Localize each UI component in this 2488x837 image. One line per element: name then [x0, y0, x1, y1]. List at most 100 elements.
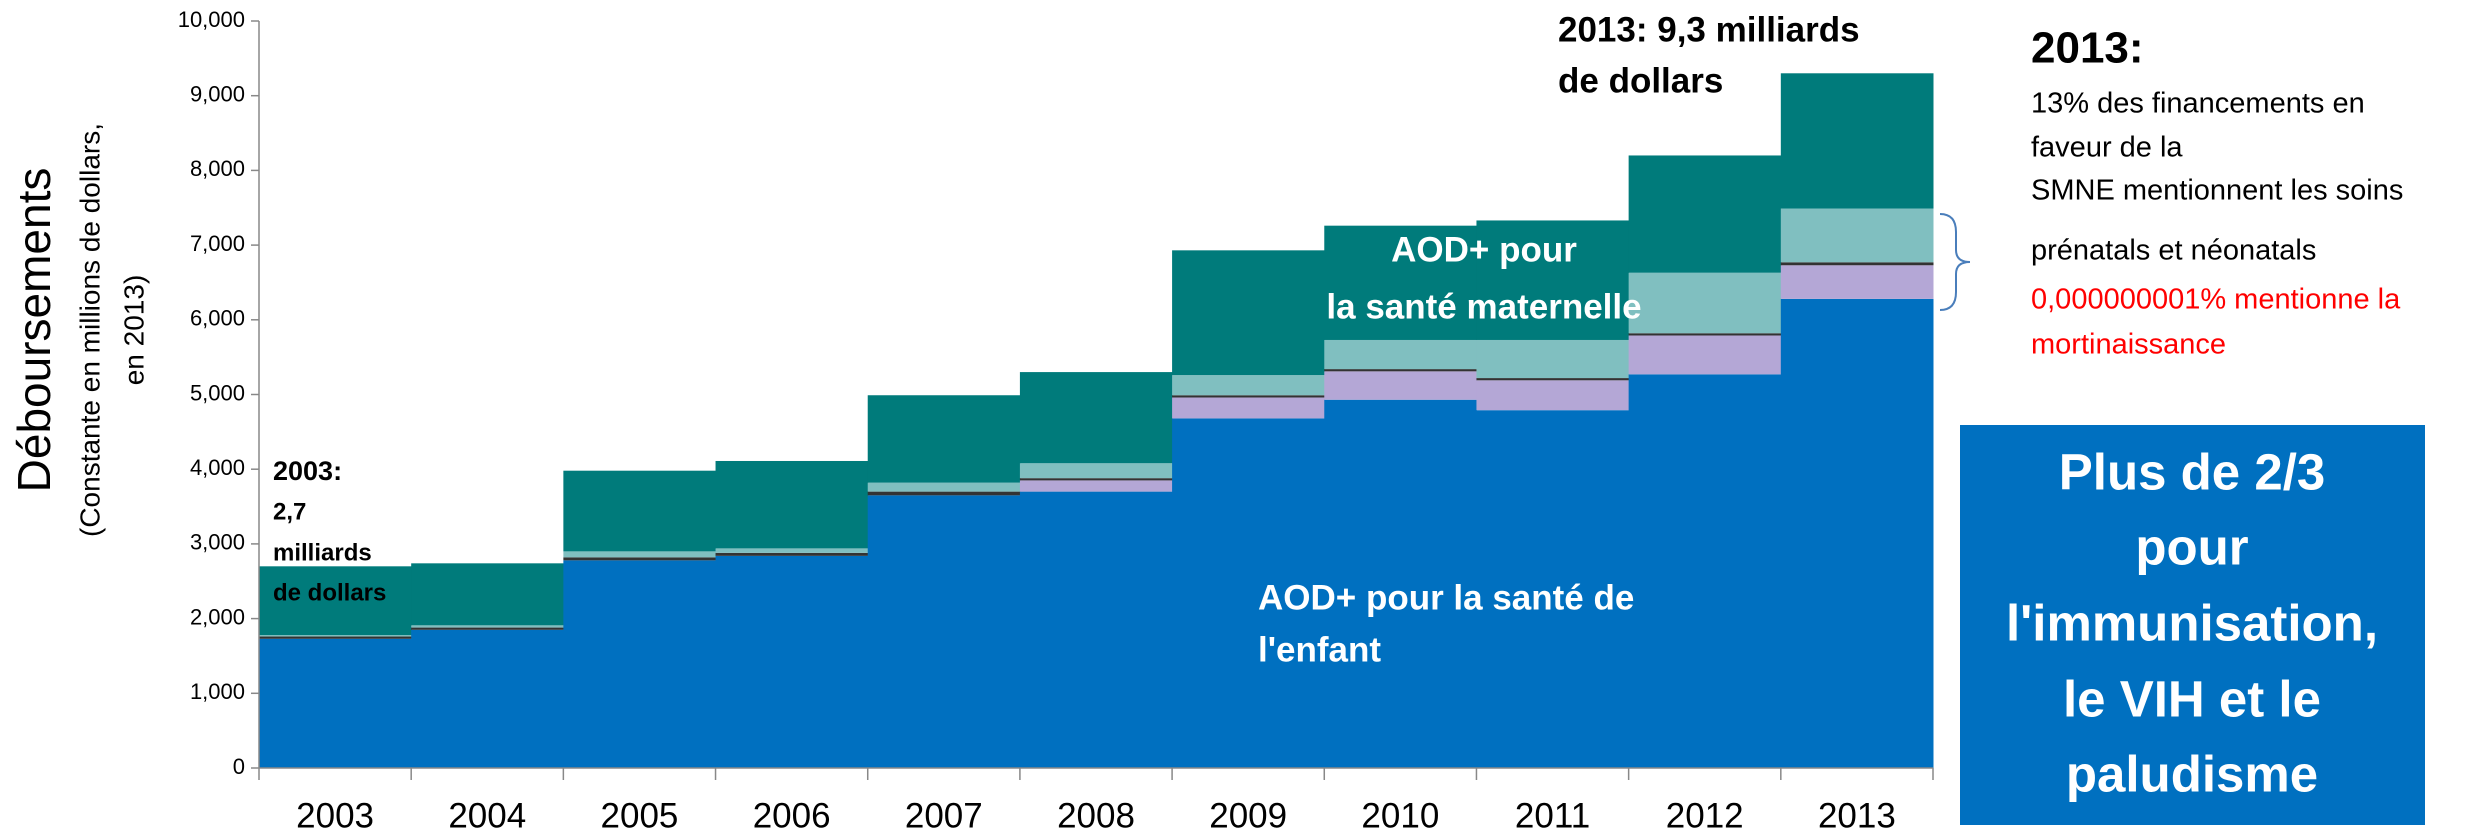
area-segment	[1324, 399, 1477, 768]
x-tick-label: 2011	[1515, 796, 1590, 835]
area-segment	[1476, 380, 1630, 411]
y-axis-title: Déboursements	[8, 168, 60, 493]
area-segment	[1628, 155, 1782, 273]
y-tick-label: 2,000	[190, 604, 245, 629]
y-tick-label: 5,000	[190, 380, 245, 405]
area-segment	[259, 635, 412, 637]
area-segment	[1324, 371, 1477, 400]
area-segment	[1476, 339, 1630, 379]
x-tick-label: 2003	[296, 796, 374, 835]
area-segment	[1019, 463, 1173, 479]
note-line-red: mortinaissance	[2031, 329, 2226, 361]
area-segment	[411, 629, 564, 768]
box-text: pour	[2135, 518, 2248, 575]
area-segment	[1780, 298, 1934, 768]
y-tick-label: 7,000	[190, 231, 245, 256]
y-tick-label: 4,000	[190, 455, 245, 480]
area-segment	[1019, 480, 1173, 492]
area-segment	[259, 636, 412, 639]
note-line-red: 0,000000001% mentionne la	[2031, 284, 2401, 316]
x-tick-label: 2004	[448, 796, 526, 835]
area-segment	[1172, 418, 1325, 768]
x-tick-label: 2007	[905, 796, 983, 835]
y-tick-label: 10,000	[178, 7, 245, 32]
area-segment	[259, 638, 412, 768]
x-tick-label: 2005	[601, 796, 679, 835]
y-tick-label: 0	[233, 754, 245, 779]
area-segment	[1172, 375, 1325, 396]
area-segment	[1019, 478, 1173, 481]
area-segment	[1324, 369, 1477, 372]
area-label: l'enfant	[1258, 630, 1381, 669]
box-text: Plus de 2/3	[2059, 443, 2325, 500]
area-segment	[715, 552, 869, 556]
brace	[1939, 213, 1971, 311]
area-segment	[1780, 265, 1934, 299]
area-segment	[1476, 220, 1630, 340]
area-segment	[1780, 262, 1934, 266]
annotation: 2,7	[273, 498, 306, 525]
area-segment	[563, 560, 717, 768]
y-tick-label: 3,000	[190, 530, 245, 555]
area-segment	[259, 566, 412, 636]
area-segment	[563, 470, 717, 552]
box-text: l'immunisation,	[2006, 594, 2378, 651]
annotation: de dollars	[1558, 61, 1723, 100]
area-segment	[867, 495, 1021, 768]
area-segment	[1324, 339, 1477, 370]
area-segment	[715, 548, 869, 553]
annotation: milliards	[273, 539, 372, 566]
area-segment	[563, 551, 717, 558]
area-segment	[867, 491, 1021, 496]
area-segment	[1172, 397, 1325, 419]
area-label: AOD+ pour	[1391, 230, 1577, 269]
annotation: 2013: 9,3 milliards	[1558, 10, 1860, 49]
area-segment	[867, 395, 1021, 483]
area-segment	[715, 555, 869, 768]
x-tick-label: 2013	[1818, 796, 1896, 835]
area-segment	[411, 625, 564, 628]
area-segment	[1019, 372, 1173, 464]
note-line: 13% des financements en	[2031, 88, 2365, 120]
area-segment	[1476, 378, 1630, 381]
area-segment	[1324, 225, 1477, 340]
y-tick-label: 8,000	[190, 156, 245, 181]
annotation: de dollars	[273, 579, 386, 606]
note-line: SMNE mentionnent les soins	[2031, 175, 2403, 207]
area-segment	[1476, 410, 1630, 768]
area-segment	[867, 482, 1021, 492]
y-tick-label: 9,000	[190, 82, 245, 107]
annotation: 2003:	[273, 456, 342, 486]
area-segment	[1628, 272, 1782, 334]
x-tick-label: 2010	[1361, 796, 1439, 835]
note-line: prénatals et néonatals	[2031, 235, 2316, 267]
area-segment	[1780, 208, 1934, 263]
area-segment	[563, 557, 717, 561]
highlight-box	[1960, 425, 2425, 825]
note-line: faveur de la	[2031, 132, 2183, 164]
area-segment	[1628, 335, 1782, 375]
area-label: AOD+ pour la santé de	[1258, 578, 1634, 617]
box-text: paludisme	[2066, 745, 2318, 802]
box-text: le VIH et le	[2063, 670, 2321, 727]
y-tick-label: 6,000	[190, 306, 245, 331]
area-segment	[715, 460, 869, 549]
y-tick-label: 1,000	[190, 679, 245, 704]
y-axis-subtitle: (Constante en millions de dollars,	[74, 123, 105, 537]
x-tick-label: 2012	[1666, 796, 1744, 835]
area-segment	[1172, 250, 1325, 376]
area-segment	[1780, 73, 1934, 209]
x-tick-label: 2009	[1209, 796, 1287, 835]
area-segment	[1628, 374, 1782, 768]
area-segment	[1628, 333, 1782, 336]
area-segment	[411, 627, 564, 630]
y-axis-subtitle: en 2013)	[118, 275, 149, 386]
area-segment	[411, 563, 564, 626]
note-title: 2013:	[2031, 24, 2144, 73]
area-label: la santé maternelle	[1326, 287, 1641, 326]
area-segment	[1172, 395, 1325, 398]
x-tick-label: 2006	[753, 796, 831, 835]
x-tick-label: 2008	[1057, 796, 1135, 835]
